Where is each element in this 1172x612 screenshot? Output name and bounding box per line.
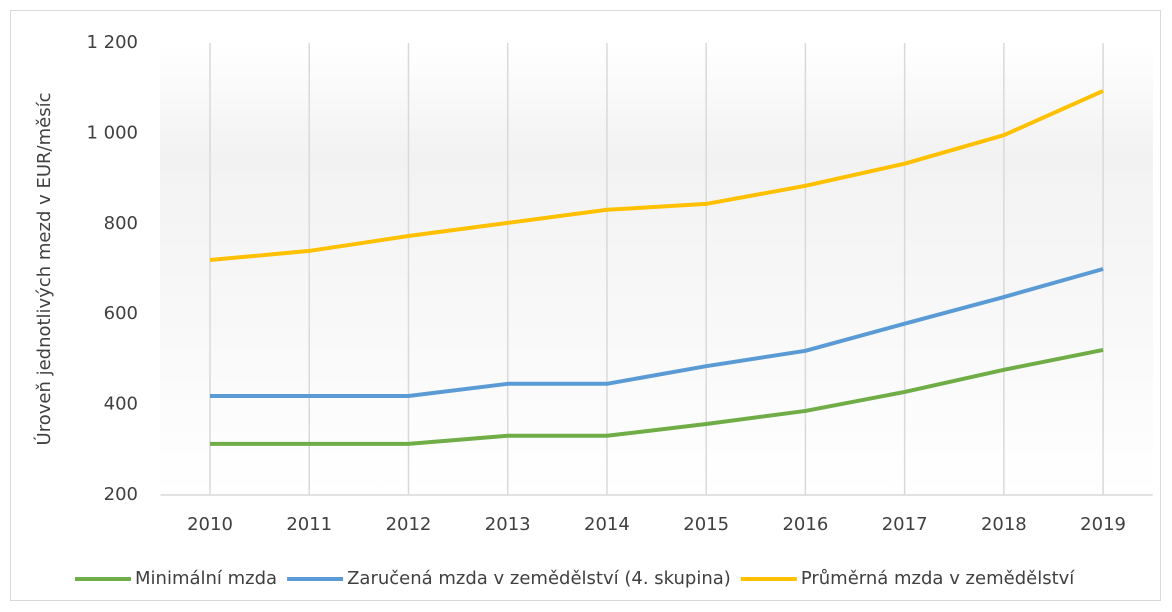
line-series xyxy=(209,89,1104,262)
y-tick-label: 200 xyxy=(104,484,138,505)
legend-label: Minimální mzda xyxy=(135,568,277,589)
y-tick-label: 600 xyxy=(104,303,138,324)
y-tick-label: 1 000 xyxy=(86,122,138,143)
x-tick-label: 2010 xyxy=(187,514,233,535)
plot-area xyxy=(160,43,1153,495)
y-tick-label: 800 xyxy=(104,213,138,234)
y-axis-label: Úroveň jednotlivých mezd v EUR/měsíc xyxy=(33,93,55,446)
x-tick-label: 2019 xyxy=(1080,514,1126,535)
x-tick-label: 2012 xyxy=(386,514,432,535)
y-tick-label: 400 xyxy=(104,394,138,415)
y-tick-label: 1 200 xyxy=(86,32,138,53)
x-tick-label: 2013 xyxy=(485,514,531,535)
x-tick-label: 2016 xyxy=(782,514,828,535)
legend-label: Průměrná mzda v zemědělství xyxy=(801,568,1075,589)
x-tick-label: 2014 xyxy=(584,514,630,535)
x-tick-label: 2018 xyxy=(981,514,1027,535)
line-series xyxy=(210,267,1104,399)
legend-label: Zaručená mzda v zemědělství (4. skupina) xyxy=(347,568,731,589)
x-tick-label: 2017 xyxy=(882,514,928,535)
x-tick-label: 2011 xyxy=(286,514,332,535)
line-series xyxy=(210,347,1104,446)
x-tick-label: 2015 xyxy=(683,514,729,535)
